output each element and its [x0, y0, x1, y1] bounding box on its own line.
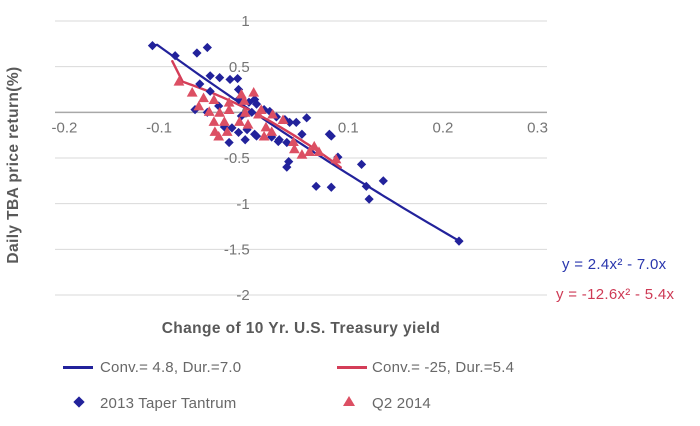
trendline-equation-red: y = -12.6x² - 5.4x: [556, 286, 675, 303]
data-point-diamond: [251, 99, 262, 109]
x-axis-title: Change of 10 Yr. U.S. Treasury yield: [161, 320, 441, 337]
data-point-diamond: [311, 181, 321, 191]
data-point-triangle: [266, 126, 278, 136]
data-point-triangle: [267, 108, 279, 119]
data-point-triangle: [288, 136, 299, 146]
data-point-triangle: [288, 143, 300, 154]
data-point-diamond: [273, 136, 283, 147]
data-point-diamond: [240, 135, 250, 145]
data-point-diamond: [170, 51, 180, 61]
data-point-triangle: [248, 87, 260, 97]
data-point-diamond: [326, 182, 336, 192]
data-point-diamond: [251, 131, 262, 141]
data-point-triangle: [234, 116, 245, 126]
x-tick-label: 0.1: [338, 119, 359, 136]
y-tick-label: -1: [236, 196, 249, 213]
x-tick-label: -0.2: [52, 119, 78, 136]
data-point-diamond: [291, 117, 301, 127]
data-point-diamond: [250, 94, 260, 105]
x-tick-label: 0.2: [432, 119, 453, 136]
data-point-triangle: [198, 92, 209, 103]
data-point-triangle: [203, 106, 215, 116]
data-point-diamond: [147, 41, 158, 51]
data-point-diamond: [285, 117, 295, 127]
data-point-triangle: [260, 121, 272, 132]
data-point-triangle: [238, 95, 250, 105]
legend-triangle-marker-icon: [343, 396, 355, 406]
x-tick-label: 0.3: [527, 119, 548, 136]
data-point-diamond: [356, 159, 367, 169]
data-point-triangle: [304, 146, 315, 157]
data-point-triangle: [214, 107, 226, 117]
legend-red-series-label: Q2 2014: [372, 395, 431, 412]
data-point-triangle: [218, 116, 230, 126]
data-point-diamond: [378, 176, 388, 186]
data-point-diamond: [215, 73, 225, 83]
legend-blue-line-swatch: [63, 366, 93, 369]
data-point-diamond: [284, 157, 294, 167]
data-point-triangle: [277, 114, 289, 125]
data-point-diamond: [233, 127, 244, 138]
data-point-triangle: [208, 94, 220, 104]
data-point-diamond: [454, 236, 464, 246]
data-point-triangle: [239, 107, 251, 117]
data-point-triangle: [242, 119, 254, 129]
legend-red-line-label: Conv.= -25, Dur.=5.4: [372, 359, 515, 376]
legend-blue-line-label: Conv.= 4.8, Dur.=7.0: [100, 359, 242, 376]
legend-red-line-swatch: [337, 366, 367, 369]
data-point-diamond: [192, 48, 202, 58]
data-point-triangle: [258, 130, 270, 141]
y-tick-label: -0.5: [224, 150, 250, 167]
data-point-diamond: [297, 129, 307, 139]
x-tick-label: -0.1: [146, 119, 172, 136]
data-point-diamond: [225, 74, 235, 85]
y-tick-label: -1.5: [224, 242, 250, 259]
data-point-diamond: [227, 123, 237, 133]
data-point-diamond: [205, 71, 215, 81]
data-point-triangle: [330, 153, 342, 164]
data-point-triangle: [208, 116, 220, 126]
y-tick-label: 0.5: [229, 59, 250, 76]
data-point-triangle: [223, 97, 235, 107]
data-point-diamond: [361, 181, 371, 191]
y-tick-label: -2: [236, 287, 249, 304]
data-point-diamond: [195, 79, 205, 89]
data-point-diamond: [224, 137, 234, 148]
data-point-triangle: [313, 146, 325, 157]
data-point-diamond: [247, 107, 257, 117]
data-point-triangle: [213, 130, 225, 141]
data-point-diamond: [326, 131, 336, 141]
data-point-triangle: [296, 149, 308, 159]
data-point-triangle: [223, 104, 235, 114]
data-point-triangle: [308, 140, 320, 151]
data-point-diamond: [282, 137, 292, 148]
y-tick-label: 1: [241, 13, 249, 30]
data-point-triangle: [173, 76, 185, 86]
data-point-diamond: [302, 113, 312, 123]
y-axis-title: Daily TBA price return(%): [5, 66, 22, 264]
trendline-blue: [151, 43, 462, 243]
data-point-diamond: [282, 162, 292, 172]
data-point-triangle: [186, 87, 198, 97]
trendline-equation-blue: y = 2.4x² - 7.0x: [562, 256, 667, 273]
data-point-triangle: [221, 126, 233, 136]
data-point-diamond: [202, 42, 212, 53]
legend-blue-series-label: 2013 Taper Tantrum: [100, 395, 237, 412]
data-point-diamond: [364, 194, 374, 204]
data-point-triangle: [255, 104, 267, 114]
data-point-diamond: [205, 86, 215, 96]
data-point-triangle: [193, 100, 205, 111]
data-point-diamond: [233, 73, 243, 84]
